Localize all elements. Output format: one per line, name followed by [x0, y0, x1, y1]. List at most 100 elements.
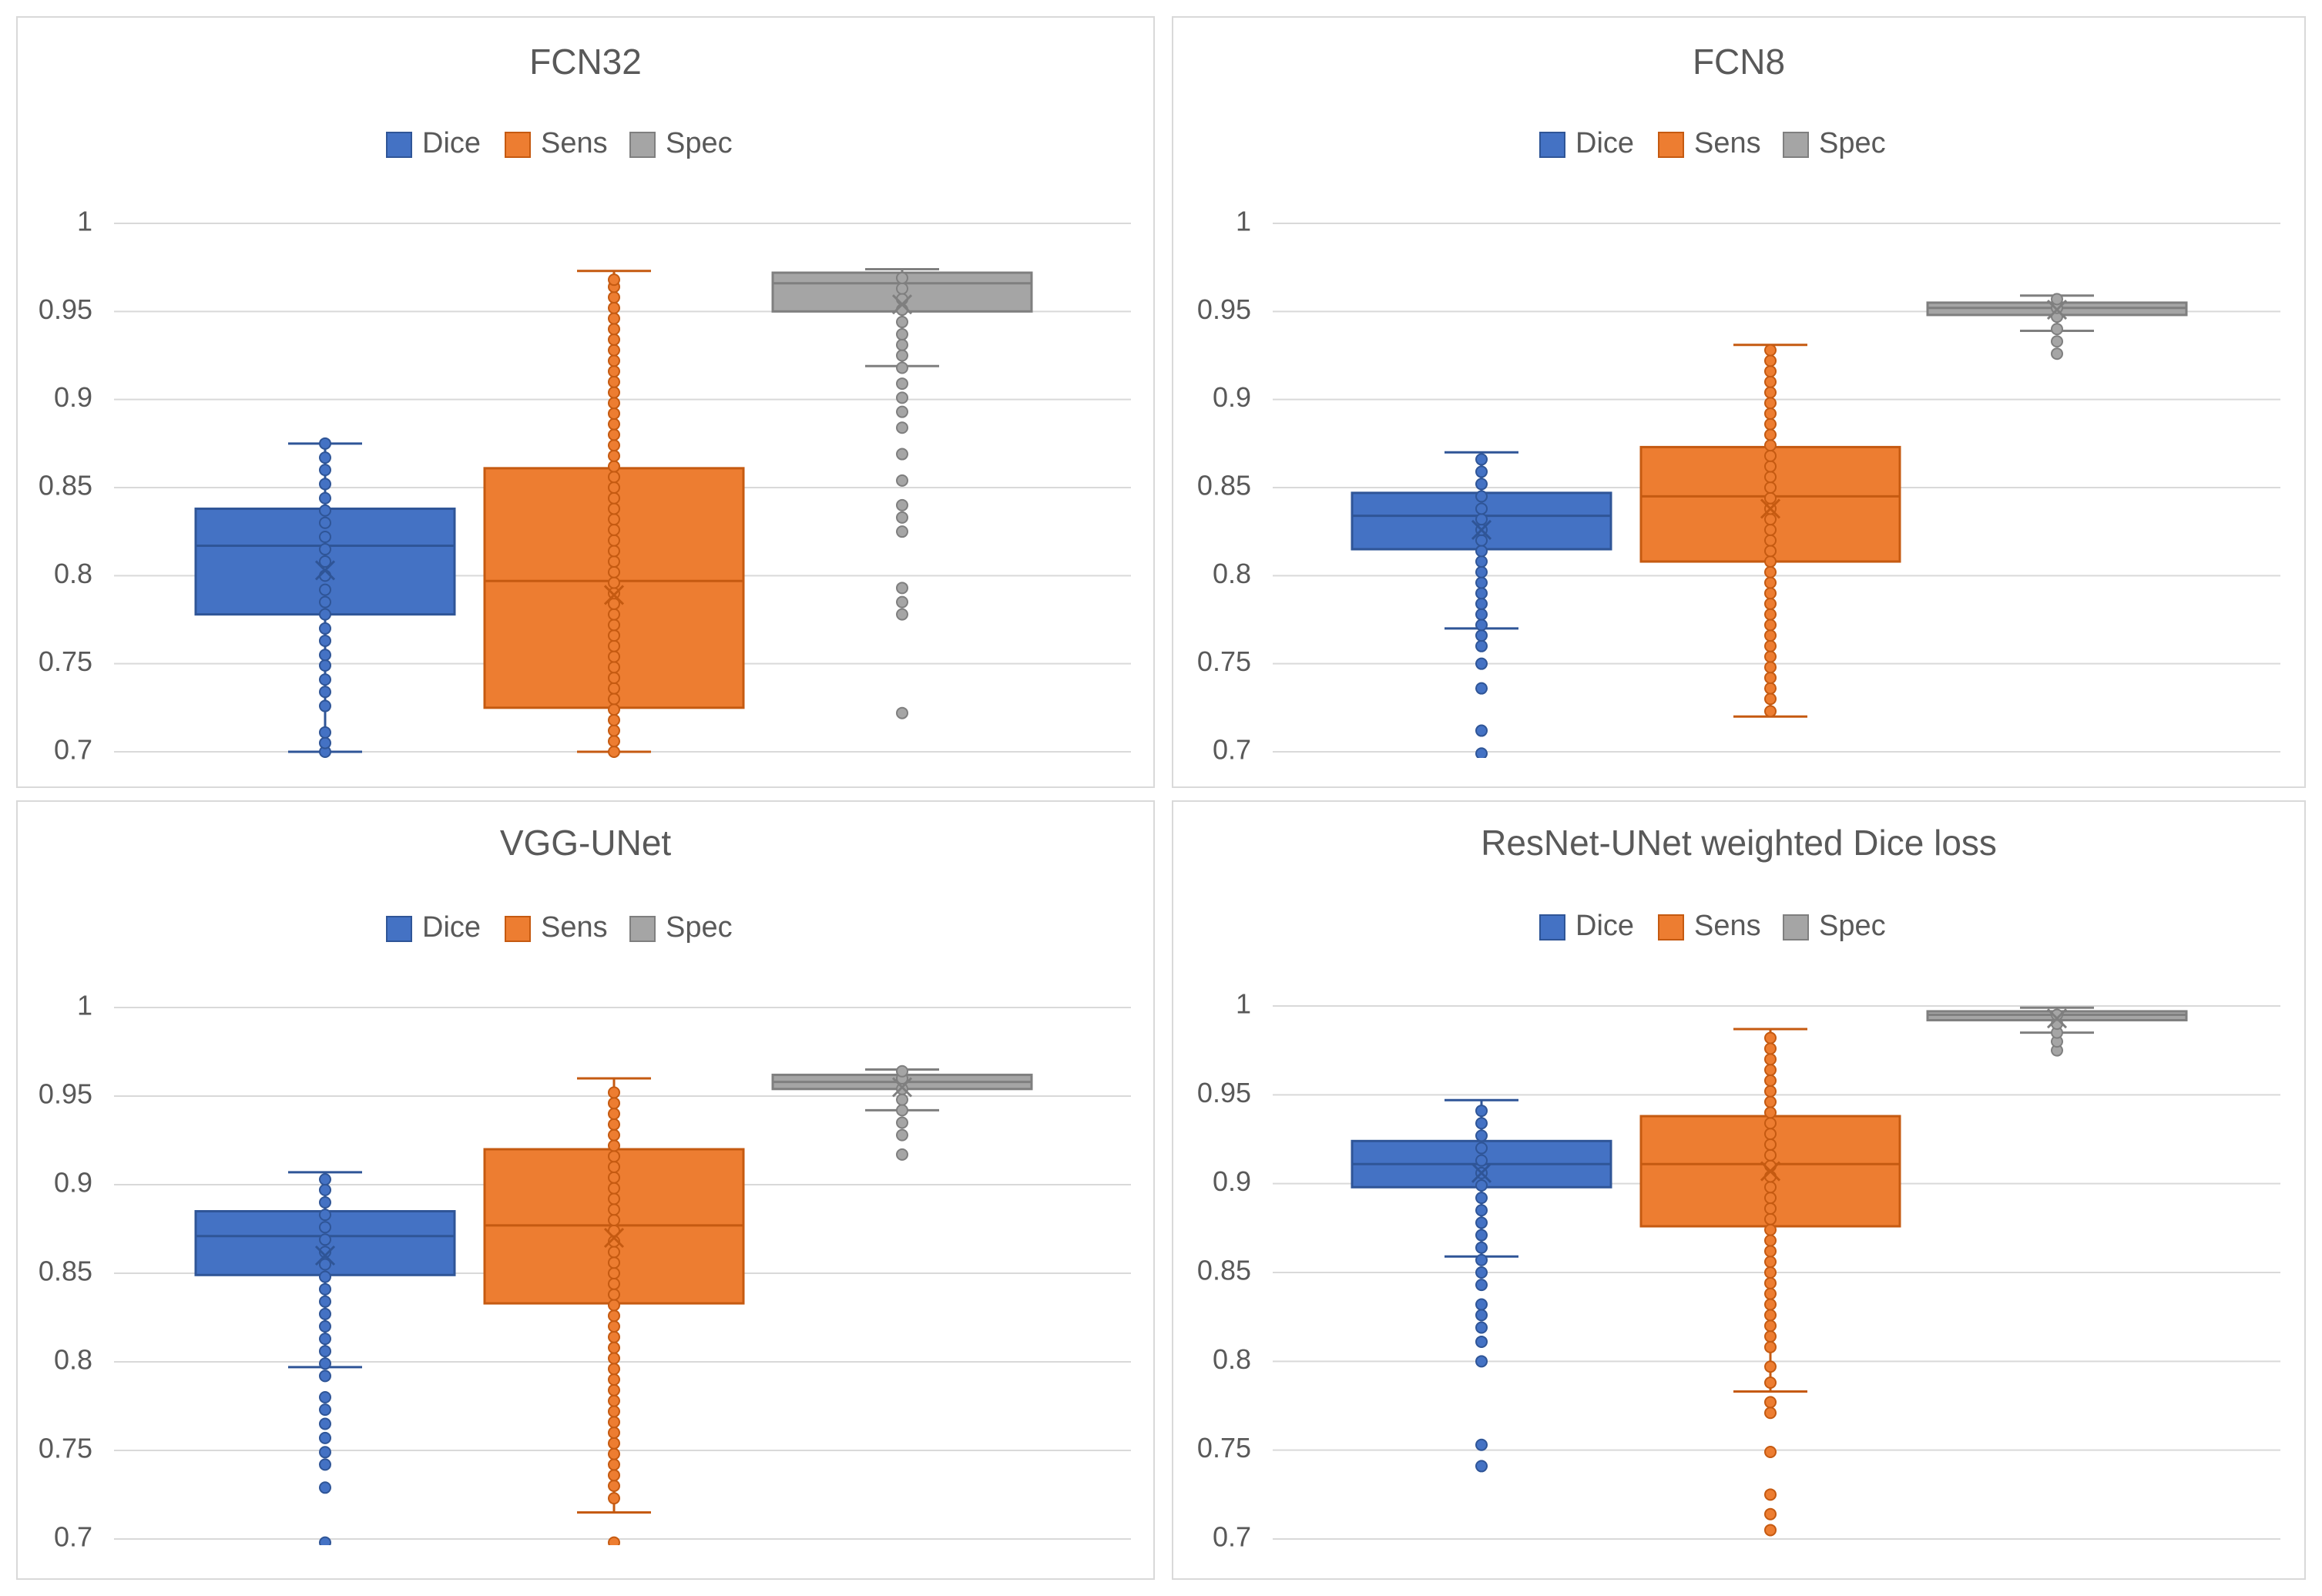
mean-marker	[891, 1077, 913, 1098]
y-tick-label: 0.9	[54, 381, 92, 413]
data-point	[1475, 1179, 1488, 1192]
data-point	[1764, 671, 1777, 684]
data-point	[896, 525, 908, 538]
data-point	[608, 1139, 620, 1152]
data-point	[896, 608, 908, 621]
y-tick-label: 0.7	[1213, 734, 1251, 766]
legend-swatch-dice	[1539, 132, 1565, 158]
data-point	[608, 273, 620, 287]
data-point	[608, 1458, 620, 1471]
data-point	[608, 619, 620, 632]
data-point	[1764, 1245, 1777, 1258]
data-point	[1764, 1212, 1777, 1226]
data-point	[608, 1480, 620, 1492]
data-point	[319, 634, 331, 647]
data-point	[1764, 1042, 1777, 1055]
data-point	[608, 1394, 620, 1407]
y-axis: 0.7 0.75 0.8 0.85 0.9 0.95 1	[1197, 206, 2280, 766]
data-point	[608, 1363, 620, 1376]
data-point	[1475, 1204, 1488, 1217]
data-point	[608, 1214, 620, 1226]
data-point	[1475, 534, 1488, 547]
chart-fcn8: FCN8 Dice Sens Spec 0.7 0.75 0.8 0.85 0.9 0.95 1	[1172, 16, 2306, 788]
data-point	[608, 1373, 620, 1386]
data-point	[608, 639, 620, 652]
data-point	[1764, 1319, 1777, 1333]
data-point	[608, 407, 620, 420]
data-point	[608, 1383, 620, 1396]
data-point	[608, 576, 620, 589]
data-point	[1764, 1085, 1777, 1098]
chart-title: VGG-UNet	[500, 823, 672, 863]
box-spec	[1926, 293, 2188, 360]
data-point	[319, 583, 331, 596]
y-tick-label: 0.85	[1197, 1255, 1251, 1286]
plot-area	[1351, 1006, 2188, 1537]
legend-swatch-dice	[1539, 914, 1565, 940]
data-point	[1764, 1309, 1777, 1322]
data-point	[1764, 639, 1777, 652]
data-point	[608, 587, 620, 600]
chart-title: ResNet-UNet weighted Dice loss	[1481, 823, 1997, 863]
data-point	[1764, 661, 1777, 674]
data-point	[1475, 1460, 1488, 1473]
data-point	[1764, 1266, 1777, 1279]
data-point	[608, 301, 620, 314]
data-point	[608, 565, 620, 578]
box-sens	[483, 1077, 745, 1545]
data-point	[608, 1405, 620, 1418]
data-point	[608, 1352, 620, 1365]
y-tick-label: 0.95	[1197, 293, 1251, 325]
data-point	[896, 338, 908, 351]
data-point	[1764, 565, 1777, 578]
data-point	[1764, 1396, 1777, 1409]
data-point	[1475, 629, 1488, 642]
chart-vgg-unet: VGG-UNet Dice Sens Spec 0.7 0.75 0.8 0.85 0.9 0.9…	[16, 800, 1155, 1580]
data-point	[1764, 1407, 1777, 1420]
data-point	[1764, 682, 1777, 695]
data-point	[319, 1403, 331, 1417]
data-point	[608, 735, 620, 748]
data-point	[319, 1233, 331, 1246]
data-point	[319, 686, 331, 699]
data-point	[1764, 1148, 1777, 1162]
data-point	[608, 312, 620, 325]
data-point	[1475, 545, 1488, 558]
data-point	[608, 439, 620, 452]
data-point	[319, 736, 331, 749]
data-point	[2051, 1008, 2063, 1021]
data-point	[608, 471, 620, 484]
data-point	[319, 1173, 331, 1186]
data-point	[608, 1492, 620, 1505]
data-point	[896, 1148, 908, 1161]
chart-legend: Dice Sens Spec	[1539, 910, 1886, 942]
data-point	[1764, 1138, 1777, 1151]
data-point	[319, 1446, 331, 1459]
data-point	[319, 1431, 331, 1444]
mean-marker	[1471, 519, 1492, 540]
data-point	[1764, 1181, 1777, 1194]
data-point	[319, 1357, 331, 1370]
data-point	[1764, 619, 1777, 632]
data-point	[608, 1246, 620, 1259]
data-point	[1764, 1340, 1777, 1353]
data-point	[2051, 323, 2063, 336]
data-point	[608, 1536, 620, 1545]
data-point	[608, 746, 620, 758]
data-point	[1764, 375, 1777, 388]
data-point	[1764, 1064, 1777, 1077]
data-point	[1475, 1309, 1488, 1322]
data-point	[1475, 657, 1488, 670]
data-point	[896, 1128, 908, 1142]
box-spec	[771, 267, 1033, 719]
data-point	[319, 1417, 331, 1430]
data-point	[1475, 619, 1488, 632]
data-point	[319, 1391, 331, 1403]
data-point	[1475, 1241, 1488, 1254]
data-point	[1475, 453, 1488, 466]
data-point	[896, 582, 908, 595]
data-point	[319, 1183, 331, 1196]
y-tick-label: 0.75	[1197, 1432, 1251, 1464]
legend-label-dice: Dice	[422, 127, 481, 159]
data-point	[1764, 397, 1777, 410]
